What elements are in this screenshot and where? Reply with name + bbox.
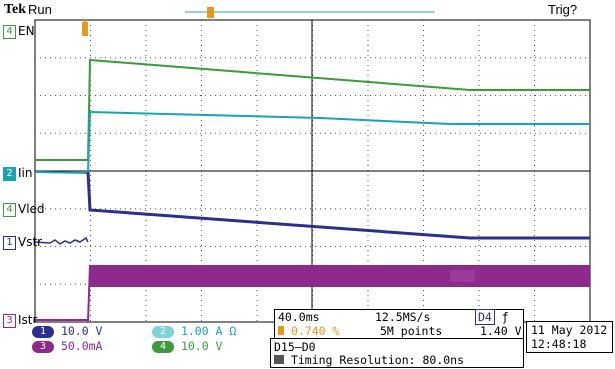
digital-channels: D15–D0 (274, 340, 316, 354)
timing-resolution-value: Timing Resolution: 80.0ns (290, 353, 465, 367)
waveform-ch2-iin (34, 110, 590, 175)
ch4-pill: 4 (152, 340, 174, 353)
trigger-slope-icon: ƒ (501, 310, 509, 324)
trigger-source: D4 ƒ (475, 309, 509, 325)
trigger-status: Trig? (548, 2, 578, 17)
channel-3-indicator: 3 (3, 313, 16, 328)
ch1-pill: 1 (32, 325, 54, 338)
ch4-scale[interactable]: 4 10.0 V (152, 339, 222, 353)
channel-2-indicator: 2 (3, 166, 16, 181)
channel-4b-indicator: 4 (3, 202, 16, 217)
channel-1-indicator: 1 (3, 235, 16, 250)
channel-label-vstr-text: Vstr (18, 235, 43, 249)
brand-logo: Tek (4, 2, 27, 17)
waveform-ch1-vled (86, 171, 590, 240)
trigger-level: 1.40 V (480, 324, 522, 338)
ch3-pill: 3 (32, 340, 54, 353)
channel-4-indicator: 4 (3, 24, 16, 39)
waveform-ch4-green (35, 58, 590, 161)
sample-rate: 12.5MS/s (375, 310, 431, 324)
channel-label-en-text: EN (18, 24, 35, 38)
channel-label-vled[interactable]: 4 Vled (3, 202, 45, 217)
waveform-vstr (34, 236, 89, 245)
timing-resolution-icon (274, 355, 284, 364)
timing-resolution: Timing Resolution: 80.0ns (274, 353, 464, 367)
trigger-position-icon (278, 326, 284, 335)
date: 11 May 2012 (531, 323, 608, 337)
channel-label-vled-text: Vled (18, 202, 45, 216)
channel-label-iin-text: Iin (18, 166, 33, 180)
ch2-scale-value: 1.00 A Ω (180, 324, 237, 338)
time-per-div: 40.0ms (278, 310, 320, 324)
channel-label-en[interactable]: 4 EN (3, 24, 35, 39)
run-state[interactable]: Run (28, 2, 52, 17)
time: 12:48:18 (531, 337, 587, 351)
vertical-scale-panel: 1 10.0 V 2 1.00 A Ω 3 50.0mA 4 10.0 V (32, 323, 272, 353)
trigger-time-marker[interactable] (82, 20, 88, 36)
channel-label-vstr[interactable]: 1 Vstr (3, 235, 42, 250)
trigger-position: 0.740 % (278, 324, 339, 338)
ch2-pill: 2 (152, 325, 174, 338)
date-time-panel: 11 May 2012 12:48:18 (526, 321, 613, 353)
ch1-scale-value: 10.0 V (60, 324, 103, 338)
ch3-scale-value: 50.0mA (60, 339, 103, 353)
digital-channel-panel[interactable]: D15–D0 Timing Resolution: 80.0ns (270, 338, 524, 368)
ch3-scale[interactable]: 3 50.0mA (32, 339, 102, 353)
channel-label-iin[interactable]: 2 Iin (3, 166, 32, 181)
trigger-position-value: 0.740 % (290, 324, 340, 338)
ch4-scale-value: 10.0 V (180, 339, 223, 353)
record-length: 5M points (380, 324, 443, 338)
ch1-scale[interactable]: 1 10.0 V (32, 324, 102, 338)
trigger-position-marker[interactable] (207, 7, 214, 18)
waveform-ch3-istr (35, 264, 590, 323)
trigger-source-value: D4 (475, 309, 495, 325)
ch2-scale[interactable]: 2 1.00 A Ω (152, 324, 236, 338)
horizontal-timebase-panel[interactable]: 40.0ms 12.5MS/s D4 ƒ 0.740 % 5M points 1… (274, 309, 524, 339)
